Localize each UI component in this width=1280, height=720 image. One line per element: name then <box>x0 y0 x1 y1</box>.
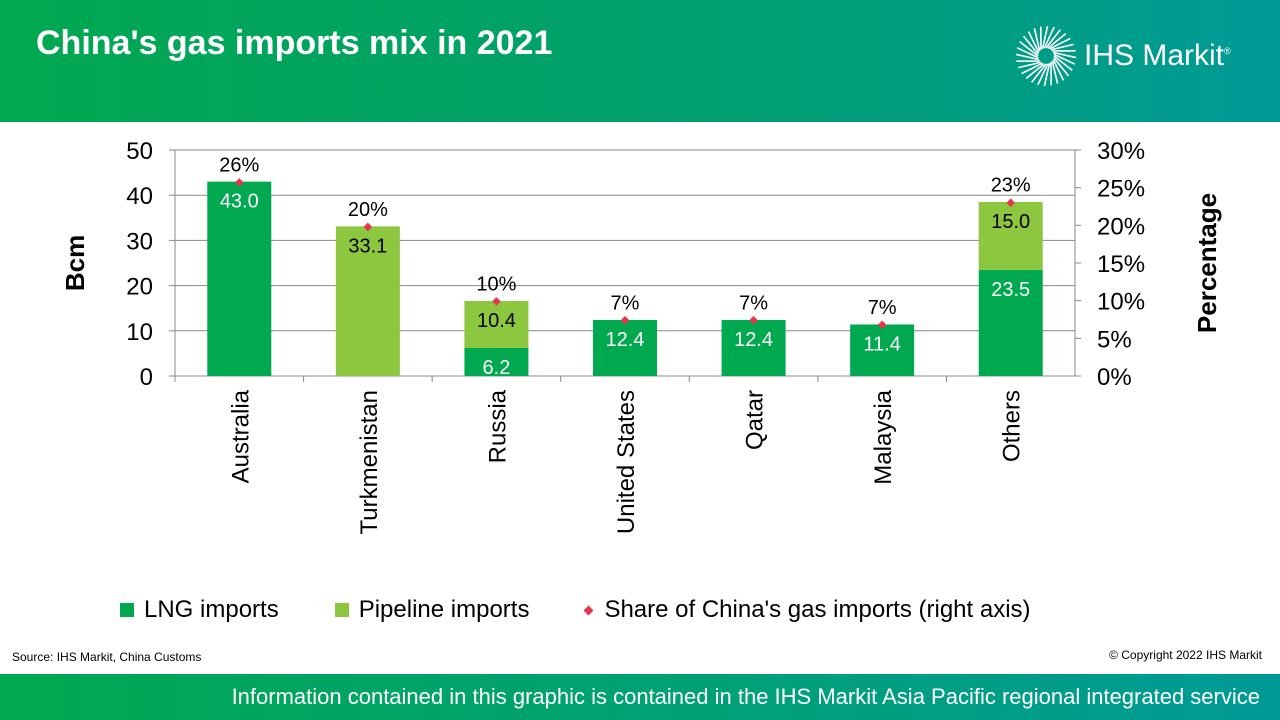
legend-item-lng: LNG imports <box>120 596 279 624</box>
x-tick-label: Australia <box>227 389 254 483</box>
data-label: 15.0 <box>991 211 1030 233</box>
footer-banner: Information contained in this graphic is… <box>0 674 1280 720</box>
legend-label: Share of China's gas imports (right axis… <box>604 596 1031 623</box>
data-label: 33.1 <box>348 235 387 257</box>
bar-pipeline <box>978 201 1043 270</box>
share-label: 7% <box>739 292 768 314</box>
legend: LNG imports Pipeline imports Share of Ch… <box>120 596 1087 624</box>
bar-lng <box>721 319 786 376</box>
x-tick-label: Others <box>999 390 1026 462</box>
legend-item-share: Share of China's gas imports (right axis… <box>584 596 1031 624</box>
y-tick-label: 50 <box>126 138 153 165</box>
y2-tick-label: 5% <box>1097 326 1132 353</box>
copyright: © Copyright 2022 IHS Markit <box>1109 648 1262 662</box>
legend-label: LNG imports <box>144 596 279 623</box>
share-label: 7% <box>868 297 897 319</box>
bar-lng <box>464 347 529 376</box>
data-label: 23.5 <box>991 279 1030 301</box>
share-marker <box>620 316 630 325</box>
y2-tick-label: 20% <box>1097 213 1145 240</box>
share-label: 7% <box>611 292 640 314</box>
x-tick-label: Malaysia <box>870 389 897 484</box>
share-marker <box>749 316 758 325</box>
y-axis-title: Bcm <box>60 235 90 291</box>
starburst-logo-icon <box>1015 25 1077 87</box>
legend-swatch <box>120 603 134 617</box>
share-marker <box>235 178 244 187</box>
bar-lng <box>978 269 1043 376</box>
y2-tick-label: 25% <box>1097 176 1145 203</box>
data-label: 43.0 <box>220 191 259 213</box>
bar-lng <box>207 181 272 376</box>
logo-text: IHS Markit® <box>1084 39 1231 72</box>
chart-svg: 0 10 20 30 40 50 0% 5% 10% 15% 20% 25% 30% Bcm Percent… <box>60 138 1222 535</box>
data-label: 10.4 <box>477 310 516 332</box>
x-tick-label: Qatar <box>742 390 769 450</box>
bar-lng <box>593 319 657 376</box>
share-marker <box>363 222 373 232</box>
legend-marker <box>584 605 594 615</box>
y2-tick-label: 0% <box>1097 364 1132 391</box>
y-tick-label: 30 <box>126 228 153 255</box>
y2-tick-label: 10% <box>1097 289 1145 316</box>
share-label: 23% <box>991 175 1031 197</box>
share-marker <box>492 297 501 306</box>
y-tick-label: 20 <box>126 274 153 301</box>
y2-tick-label: 15% <box>1097 251 1145 278</box>
y-tick-label: 40 <box>126 183 153 210</box>
y-tick-label: 0 <box>140 364 153 391</box>
y2-axis-title: Percentage <box>1192 193 1222 333</box>
chart-title: China's gas imports mix in 2021 <box>36 24 553 62</box>
x-tick-label: United States <box>613 390 640 534</box>
footer-note: Information contained in this graphic is… <box>231 684 1260 709</box>
legend-label: Pipeline imports <box>358 596 530 623</box>
bar-lng <box>850 324 915 376</box>
share-label: 10% <box>476 273 516 295</box>
bar-pipeline <box>464 300 529 348</box>
source-note: Source: IHS Markit, China Customs <box>12 650 202 664</box>
x-tick-label: Turkmenistan <box>356 390 383 535</box>
share-label: 20% <box>348 199 388 221</box>
header-banner: China's gas imports mix in 2021 IHS Mark… <box>0 0 1280 122</box>
legend-swatch <box>334 603 349 617</box>
ihs-markit-logo: IHS Markit® <box>1014 24 1231 88</box>
share-label: 26% <box>219 154 259 176</box>
y2-tick-label: 30% <box>1097 138 1145 165</box>
x-tick-label: Russia <box>484 389 511 463</box>
data-label: 12.4 <box>734 329 773 351</box>
data-label: 12.4 <box>606 329 645 351</box>
legend-item-pipeline: Pipeline imports <box>334 596 530 624</box>
y-tick-label: 10 <box>126 319 153 346</box>
data-label: 6.2 <box>483 357 511 379</box>
data-label: 11.4 <box>863 333 900 355</box>
bar-pipeline <box>335 226 400 376</box>
